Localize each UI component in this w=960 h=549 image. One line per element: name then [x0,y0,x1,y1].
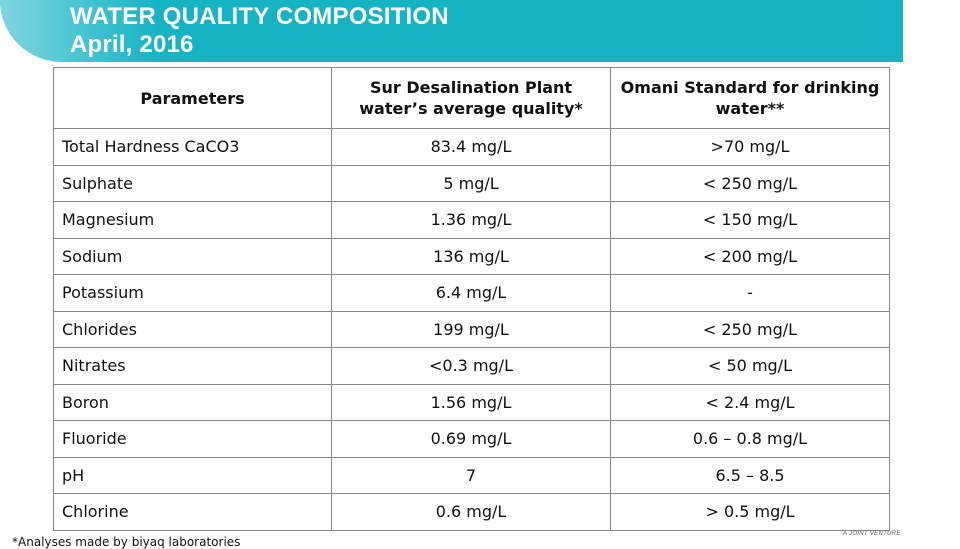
table-row: Fluoride 0.69 mg/L 0.6 – 0.8 mg/L [53,420,890,458]
water-quality-table: Parameters Sur Desalination Plant water’… [53,67,890,531]
standard-value: < 250 mg/L [610,164,890,202]
plant-value: 0.6 mg/L [331,493,611,531]
plant-value: 0.69 mg/L [331,420,611,458]
column-header-parameters: Parameters [53,67,332,129]
standard-value: < 2.4 mg/L [610,383,890,421]
table-row: Chlorides 199 mg/L < 250 mg/L [53,310,890,348]
joint-venture-label: A JOINT VENTURE [843,531,901,537]
page-title: WATER QUALITY COMPOSITION [70,3,449,30]
plant-value: 5 mg/L [331,164,611,202]
plant-value: 7 [331,456,611,494]
table-row: Nitrates <0.3 mg/L < 50 mg/L [53,347,890,385]
standard-value: < 200 mg/L [610,237,890,275]
parameter-name: pH [53,456,332,494]
parameter-name: Nitrates [53,347,332,385]
table-row: Boron 1.56 mg/L < 2.4 mg/L [53,383,890,421]
standard-value: 6.5 – 8.5 [610,456,890,494]
table-row: Potassium 6.4 mg/L - [53,274,890,312]
header-banner: WATER QUALITY COMPOSITION April, 2016 [0,0,903,62]
table-row: Sodium 136 mg/L < 200 mg/L [53,237,890,275]
parameter-name: Fluoride [53,420,332,458]
table-row: Total Hardness CaCO3 83.4 mg/L >70 mg/L [53,128,890,166]
standard-value: >70 mg/L [610,128,890,166]
parameter-name: Sodium [53,237,332,275]
footnote: *Analyses made by biyaq laboratories [12,535,241,549]
page-subtitle: April, 2016 [70,31,194,58]
table-row: Magnesium 1.36 mg/L < 150 mg/L [53,201,890,239]
standard-value: > 0.5 mg/L [610,493,890,531]
parameter-name: Chlorine [53,493,332,531]
standard-value: < 50 mg/L [610,347,890,385]
plant-value: 83.4 mg/L [331,128,611,166]
plant-value: 1.36 mg/L [331,201,611,239]
plant-value: 199 mg/L [331,310,611,348]
plant-value: 1.56 mg/L [331,383,611,421]
plant-value: 136 mg/L [331,237,611,275]
parameter-name: Sulphate [53,164,332,202]
table-row: Chlorine 0.6 mg/L > 0.5 mg/L [53,493,890,531]
standard-value: < 150 mg/L [610,201,890,239]
parameter-name: Boron [53,383,332,421]
column-header-plant-quality: Sur Desalination Plant water’s average q… [331,67,611,129]
parameter-name: Magnesium [53,201,332,239]
plant-value: <0.3 mg/L [331,347,611,385]
parameter-name: Chlorides [53,310,332,348]
plant-value: 6.4 mg/L [331,274,611,312]
parameter-name: Potassium [53,274,332,312]
parameter-name: Total Hardness CaCO3 [53,128,332,166]
table-row: Sulphate 5 mg/L < 250 mg/L [53,164,890,202]
standard-value: - [610,274,890,312]
table-header-row: Parameters Sur Desalination Plant water’… [53,67,890,129]
standard-value: < 250 mg/L [610,310,890,348]
table-row: pH 7 6.5 – 8.5 [53,456,890,494]
column-header-omani-standard: Omani Standard for drinking water** [610,67,890,129]
standard-value: 0.6 – 0.8 mg/L [610,420,890,458]
banner-gradient [0,0,160,62]
